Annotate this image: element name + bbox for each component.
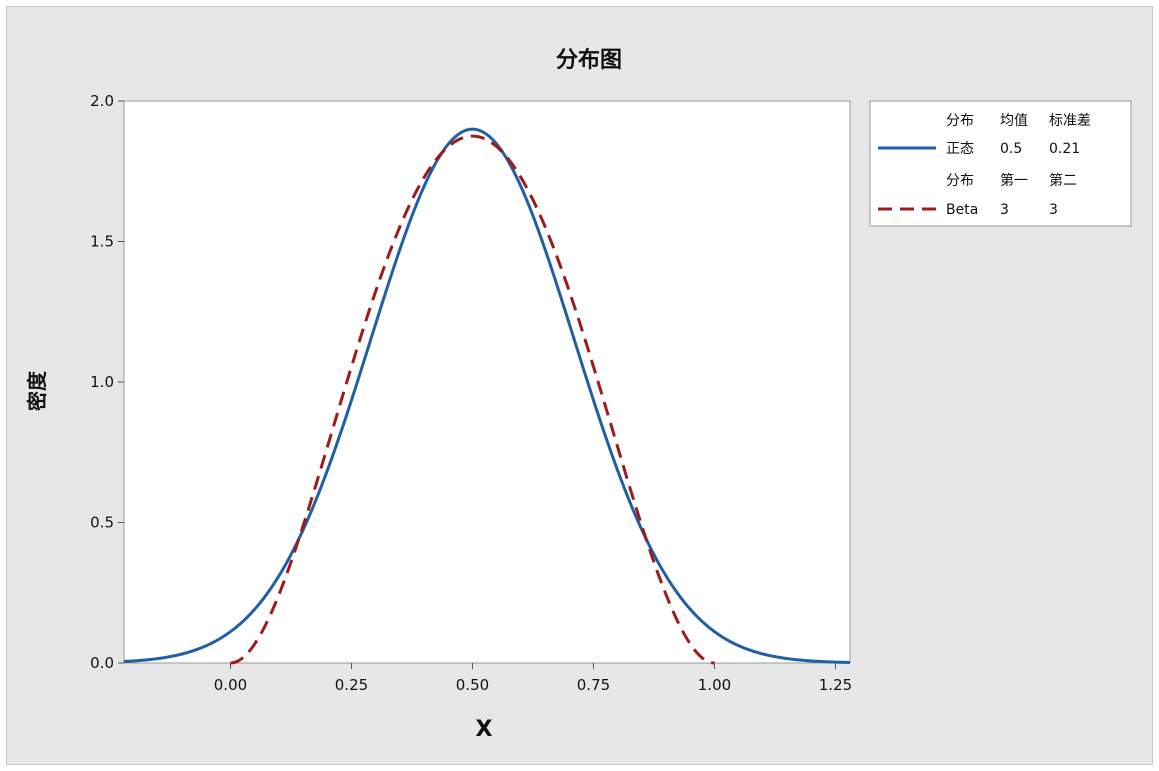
legend-normal-name: 正态 bbox=[946, 141, 974, 157]
legend-beta-header-first: 第一 bbox=[1000, 172, 1028, 189]
chart-title: 分布图 bbox=[556, 47, 622, 73]
x-axis: 0.00 0.25 0.50 0.75 1.00 1.25 bbox=[214, 663, 852, 694]
x-tick-label: 0.75 bbox=[577, 676, 610, 694]
chart-frame: 分布图 0.00 0.25 0.50 0.75 1.00 1.25 0.0 0.5 1.0 1.… bbox=[6, 6, 1153, 765]
x-tick-label: 1.25 bbox=[819, 676, 852, 694]
legend-header-dist: 分布 bbox=[946, 113, 974, 129]
legend-beta-header: 分布 第一 第二 bbox=[946, 172, 1077, 189]
legend-beta-b: 3 bbox=[1049, 202, 1058, 218]
legend-header-sd: 标准差 bbox=[1049, 113, 1091, 129]
curves-layer bbox=[123, 127, 851, 665]
y-tick-label: 0.5 bbox=[90, 514, 114, 532]
x-tick-label: 0.25 bbox=[335, 676, 368, 694]
legend-beta-header-dist: 分布 bbox=[946, 173, 974, 189]
y-axis-label: 密度 bbox=[25, 370, 49, 411]
distribution-chart: 分布图 0.00 0.25 0.50 0.75 1.00 1.25 0.0 0.5 1.0 1.… bbox=[25, 47, 1132, 742]
legend-beta-name: Beta bbox=[946, 202, 978, 218]
series-line-beta bbox=[230, 134, 715, 665]
legend: 分布 均值 标准差 正态 0.5 0.21 分布 第一 第二 Beta 3 3 bbox=[869, 100, 1132, 227]
legend-normal-header: 分布 均值 标准差 bbox=[946, 113, 1091, 129]
legend-normal-mean: 0.5 bbox=[1000, 141, 1022, 157]
x-tick-label: 1.00 bbox=[698, 676, 731, 694]
legend-header-mean: 均值 bbox=[1000, 113, 1028, 129]
legend-beta-row: Beta 3 3 bbox=[946, 202, 1058, 218]
x-tick-label: 0.00 bbox=[214, 676, 247, 694]
legend-normal-row: 正态 0.5 0.21 bbox=[946, 141, 1080, 157]
x-axis-label: X bbox=[476, 717, 493, 742]
legend-box bbox=[869, 100, 1132, 227]
series-line-normal bbox=[123, 127, 851, 664]
y-tick-label: 2.0 bbox=[90, 92, 114, 110]
y-tick-label: 1.0 bbox=[90, 373, 114, 391]
y-axis: 0.0 0.5 1.0 1.5 2.0 bbox=[90, 92, 124, 672]
plot-area bbox=[123, 100, 851, 664]
x-tick-label: 0.50 bbox=[456, 676, 489, 694]
legend-beta-header-second: 第二 bbox=[1049, 172, 1077, 189]
legend-beta-a: 3 bbox=[1000, 202, 1009, 218]
y-tick-label: 1.5 bbox=[90, 233, 114, 251]
legend-normal-sd: 0.21 bbox=[1049, 141, 1080, 157]
y-tick-label: 0.0 bbox=[90, 654, 114, 672]
